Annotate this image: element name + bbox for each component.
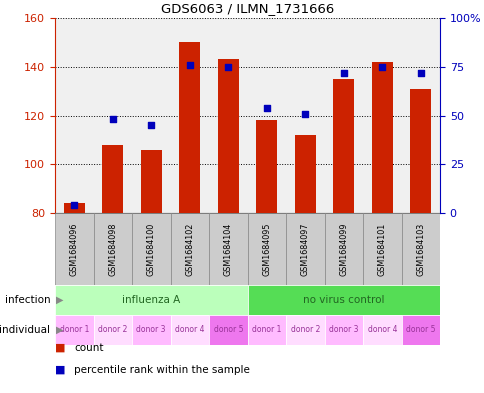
Bar	[247, 315, 286, 345]
Bar	[179, 42, 200, 213]
Bar	[247, 285, 439, 315]
Text: donor 3: donor 3	[328, 325, 358, 334]
Text: ▶: ▶	[56, 325, 64, 335]
Bar	[286, 213, 324, 285]
Text: donor 5: donor 5	[405, 325, 435, 334]
Text: GSM1684104: GSM1684104	[223, 222, 232, 275]
Bar	[324, 213, 362, 285]
Text: donor 5: donor 5	[213, 325, 242, 334]
Bar	[362, 213, 401, 285]
Text: GSM1684100: GSM1684100	[147, 222, 155, 275]
Bar	[55, 315, 93, 345]
Text: ▶: ▶	[56, 295, 64, 305]
Point	[224, 64, 232, 70]
Text: infection: infection	[4, 295, 50, 305]
Bar	[170, 315, 209, 345]
Bar	[132, 213, 170, 285]
Text: GSM1684097: GSM1684097	[300, 222, 309, 276]
Bar	[55, 285, 247, 315]
Bar	[217, 59, 238, 213]
Bar	[102, 145, 123, 213]
Point	[301, 110, 308, 117]
Point	[70, 202, 78, 208]
Point	[378, 64, 385, 70]
Text: donor 4: donor 4	[367, 325, 396, 334]
Point	[416, 70, 424, 76]
Text: GSM1684102: GSM1684102	[185, 222, 194, 275]
Bar	[401, 213, 439, 285]
Point	[147, 122, 155, 129]
Text: ■: ■	[55, 365, 65, 375]
Bar	[209, 315, 247, 345]
Bar	[132, 315, 170, 345]
Bar	[294, 135, 315, 213]
Text: donor 2: donor 2	[98, 325, 127, 334]
Text: donor 1: donor 1	[60, 325, 89, 334]
Bar	[93, 315, 132, 345]
Point	[185, 62, 193, 68]
Text: donor 1: donor 1	[252, 325, 281, 334]
Bar	[93, 213, 132, 285]
Text: no virus control: no virus control	[302, 295, 384, 305]
Text: GSM1684101: GSM1684101	[377, 222, 386, 275]
Text: donor 2: donor 2	[290, 325, 319, 334]
Bar	[140, 150, 162, 213]
Text: percentile rank within the sample: percentile rank within the sample	[74, 365, 250, 375]
Bar	[324, 315, 362, 345]
Bar	[63, 203, 85, 213]
Bar	[362, 315, 401, 345]
Text: GSM1684095: GSM1684095	[262, 222, 271, 276]
Title: GDS6063 / ILMN_1731666: GDS6063 / ILMN_1731666	[161, 2, 333, 15]
Text: influenza A: influenza A	[122, 295, 180, 305]
Text: GSM1684103: GSM1684103	[415, 222, 424, 275]
Text: GSM1684099: GSM1684099	[338, 222, 348, 276]
Bar	[333, 79, 354, 213]
Point	[262, 105, 270, 111]
Bar	[286, 315, 324, 345]
Bar	[401, 315, 439, 345]
Text: count: count	[74, 343, 104, 353]
Bar	[170, 213, 209, 285]
Text: donor 4: donor 4	[175, 325, 204, 334]
Text: donor 3: donor 3	[136, 325, 166, 334]
Point	[108, 116, 116, 123]
Point	[339, 70, 347, 76]
Bar	[409, 89, 430, 213]
Bar	[256, 120, 277, 213]
Text: GSM1684096: GSM1684096	[70, 222, 78, 275]
Bar	[247, 213, 286, 285]
Text: ■: ■	[55, 343, 65, 353]
Bar	[55, 213, 93, 285]
Bar	[371, 62, 392, 213]
Bar	[209, 213, 247, 285]
Text: GSM1684098: GSM1684098	[108, 222, 117, 275]
Text: individual: individual	[0, 325, 50, 335]
